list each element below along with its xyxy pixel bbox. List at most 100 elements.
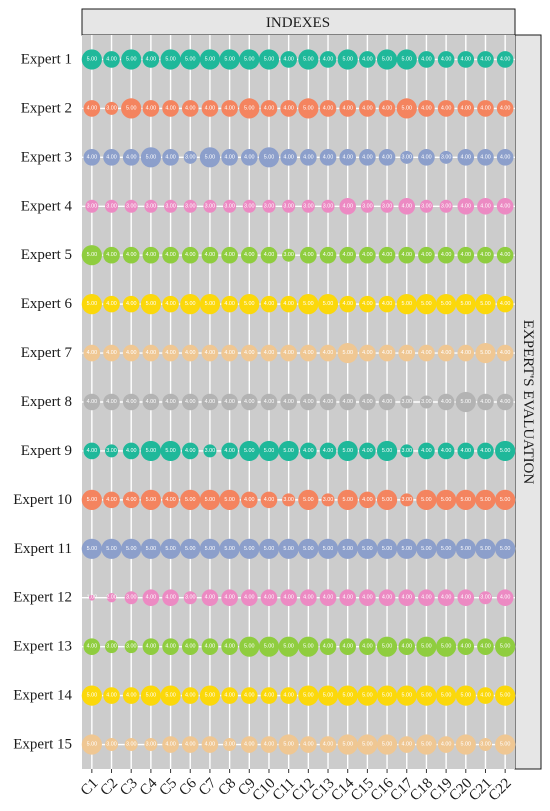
bubble-circle (278, 538, 299, 559)
bubble-value-label: 4.00 (185, 693, 196, 699)
bubble-circle (162, 491, 179, 509)
bubble-value-label: 5.00 (461, 399, 472, 405)
bubble-circle (181, 638, 199, 655)
bubble-value-label: 4.00 (421, 252, 432, 258)
bubble-point: 5.00 (357, 685, 378, 706)
bubble-point: 4.00 (181, 442, 199, 460)
bubble-value-label: 5.00 (185, 546, 196, 552)
bubble-value-label: 4.00 (323, 105, 334, 111)
bubble-point: 4.00 (477, 51, 494, 68)
bubble-value-label: 5.00 (382, 497, 393, 503)
bubble-point: 5.00 (81, 685, 102, 706)
bubble-value-label: 4.00 (185, 742, 196, 748)
bubble-circle (240, 246, 258, 264)
bubble-value-label: 4.00 (185, 399, 196, 405)
bubble-value-label: 5.00 (244, 301, 255, 307)
bubble-value-label: 5.00 (421, 644, 432, 650)
bubble-point: 3.00 (183, 591, 197, 605)
bubble-point: 5.00 (258, 147, 280, 168)
bubble-point: 4.00 (437, 51, 455, 68)
bubble-circle (418, 344, 435, 362)
bubble-value-label: 4.00 (224, 154, 235, 160)
bubble-circle (339, 393, 357, 411)
bubble-value-label: 4.00 (244, 742, 255, 748)
bubble-circle (260, 100, 278, 117)
bubble-circle (181, 393, 199, 411)
bubble-point: 4.00 (221, 589, 238, 607)
bubble-value-label: 4.00 (441, 595, 452, 601)
bubble-circle (223, 738, 237, 752)
bubble-point: 4.00 (457, 100, 475, 117)
bubble-point: 4.00 (359, 149, 376, 166)
bubble-point: 4.00 (162, 589, 179, 607)
bubble-circle (300, 589, 317, 607)
bubble-point: 3.00 (419, 395, 433, 409)
bubble-circle (240, 393, 258, 411)
bubble-value-label: 5.00 (342, 546, 353, 552)
bubble-circle (142, 589, 160, 607)
bubble-value-label: 5.00 (402, 693, 413, 699)
bubble-point: 5.00 (436, 489, 457, 510)
bubble-point: 4.00 (398, 197, 416, 215)
bubble-circle (280, 589, 297, 607)
bubble-point: 4.00 (496, 393, 514, 411)
bubble-point: 3.00 (164, 199, 178, 213)
bubble-value-label: 4.00 (264, 350, 275, 356)
bubble-point: 5.00 (199, 489, 221, 510)
bubble-point: 3.00 (223, 199, 237, 213)
bubble-point: 4.00 (300, 736, 317, 753)
bubble-value-label: 5.00 (146, 154, 157, 160)
bubble-circle (180, 294, 201, 315)
bubble-point: 5.00 (396, 538, 417, 559)
bubble-circle (359, 295, 376, 313)
bubble-circle (436, 636, 457, 657)
bubble-value-label: 5.00 (165, 56, 176, 62)
bubble-value-label: 4.00 (205, 399, 216, 405)
bubble-value-label: 4.00 (342, 301, 353, 307)
bubble-point: 5.00 (81, 734, 102, 755)
bubble-point: 4.00 (496, 100, 514, 117)
bubble-point: 3.00 (144, 738, 158, 752)
bubble-circle (260, 736, 278, 753)
bubble-circle (496, 51, 514, 68)
bubble-circle (239, 636, 260, 657)
bubble-point: 4.00 (300, 589, 317, 607)
bubble-circle (221, 100, 238, 117)
bubble-value-label: 4.00 (244, 350, 255, 356)
bubble-value-label: 5.00 (126, 105, 137, 111)
bubble-value-label: 4.00 (224, 105, 235, 111)
bubble-point: 3.00 (105, 640, 119, 654)
bubble-point: 5.00 (180, 538, 201, 559)
bubble-value-label: 5.00 (342, 693, 353, 699)
bubble-point: 4.00 (496, 51, 514, 68)
bubble-point: 4.00 (162, 246, 179, 264)
bubble-point: 4.00 (437, 246, 455, 264)
bubble-value-label: 5.00 (244, 644, 255, 650)
bubble-circle (339, 589, 357, 607)
bubble-value-label: 5.00 (87, 546, 98, 552)
bubble-value-label: 5.00 (205, 301, 216, 307)
bubble-point: 4.00 (162, 393, 179, 411)
bubble-point: 5.00 (416, 294, 437, 315)
bubble-value-label: 5.00 (441, 644, 452, 650)
bubble-point: 5.00 (140, 147, 161, 168)
bubble-circle (378, 344, 396, 362)
bubble-value-label: 4.00 (362, 497, 373, 503)
bubble-point: 5.00 (298, 489, 319, 510)
bubble-point: 4.00 (398, 638, 416, 655)
bubble-circle (436, 294, 457, 315)
bubble-point: 4.00 (359, 100, 376, 117)
y-tick-label: Expert 6 (21, 296, 73, 312)
bubble-point: 5.00 (396, 49, 417, 70)
bubble-value-label: 3.00 (224, 203, 235, 209)
bubble-point: 3.00 (321, 493, 335, 507)
bubble-circle (298, 49, 319, 70)
bubble-circle (258, 440, 280, 462)
bubble-circle (418, 51, 435, 68)
bubble-point: 5.00 (455, 294, 476, 315)
bubble-value-label: 5.00 (342, 448, 353, 454)
bubble-value-label: 5.00 (402, 546, 413, 552)
bubble-circle (380, 199, 394, 213)
bubble-point: 3.00 (400, 150, 414, 164)
bubble-circle (121, 538, 142, 559)
